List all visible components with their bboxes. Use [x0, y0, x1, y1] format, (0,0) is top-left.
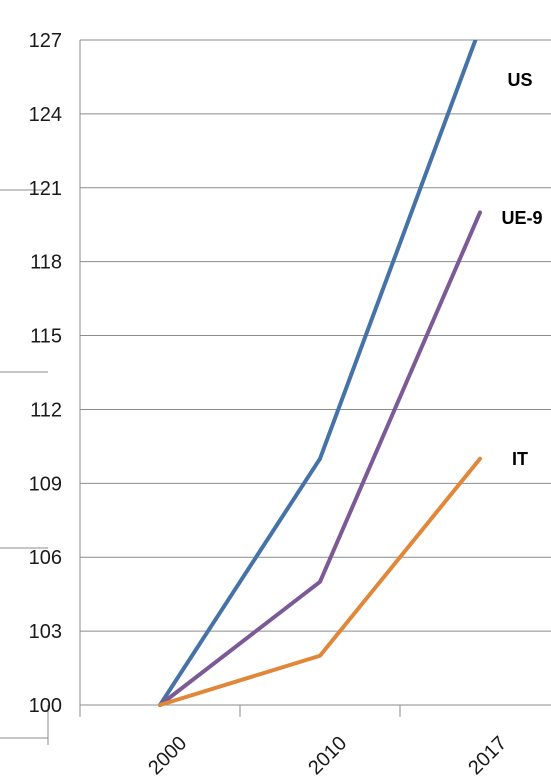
y-tick-label: 100 — [29, 695, 62, 717]
series-label-ue-9: UE-9 — [501, 208, 542, 228]
x-tick-label: 2000 — [144, 732, 191, 779]
y-tick-label: 103 — [29, 621, 62, 643]
series-lines — [158, 40, 482, 707]
x-tick-label: 2010 — [304, 732, 351, 779]
x-tick-label: 2017 — [464, 732, 511, 779]
series-line-ue-9 — [158, 210, 482, 707]
series-labels: US UE-9 IT — [501, 70, 542, 469]
y-tick-label: 118 — [30, 252, 62, 274]
y-tick-label: 115 — [30, 326, 62, 348]
y-tick-label: 127 — [29, 30, 62, 52]
y-tick-label: 124 — [29, 104, 62, 126]
y-tick-label: 112 — [30, 399, 62, 421]
x-axis-ticks: 2000 2010 2017 — [144, 732, 511, 779]
y-tick-label: 106 — [29, 547, 62, 569]
gridlines — [80, 39, 551, 706]
axes — [0, 40, 401, 745]
y-tick-label: 109 — [29, 473, 62, 495]
series-label-it: IT — [512, 449, 528, 469]
series-label-us: US — [507, 70, 532, 90]
series-line-us — [158, 40, 478, 707]
series-line-it — [158, 456, 482, 707]
y-axis-ticks: 100 103 106 109 112 115 118 121 124 127 — [29, 30, 62, 717]
y-tick-label: 121 — [29, 178, 62, 200]
